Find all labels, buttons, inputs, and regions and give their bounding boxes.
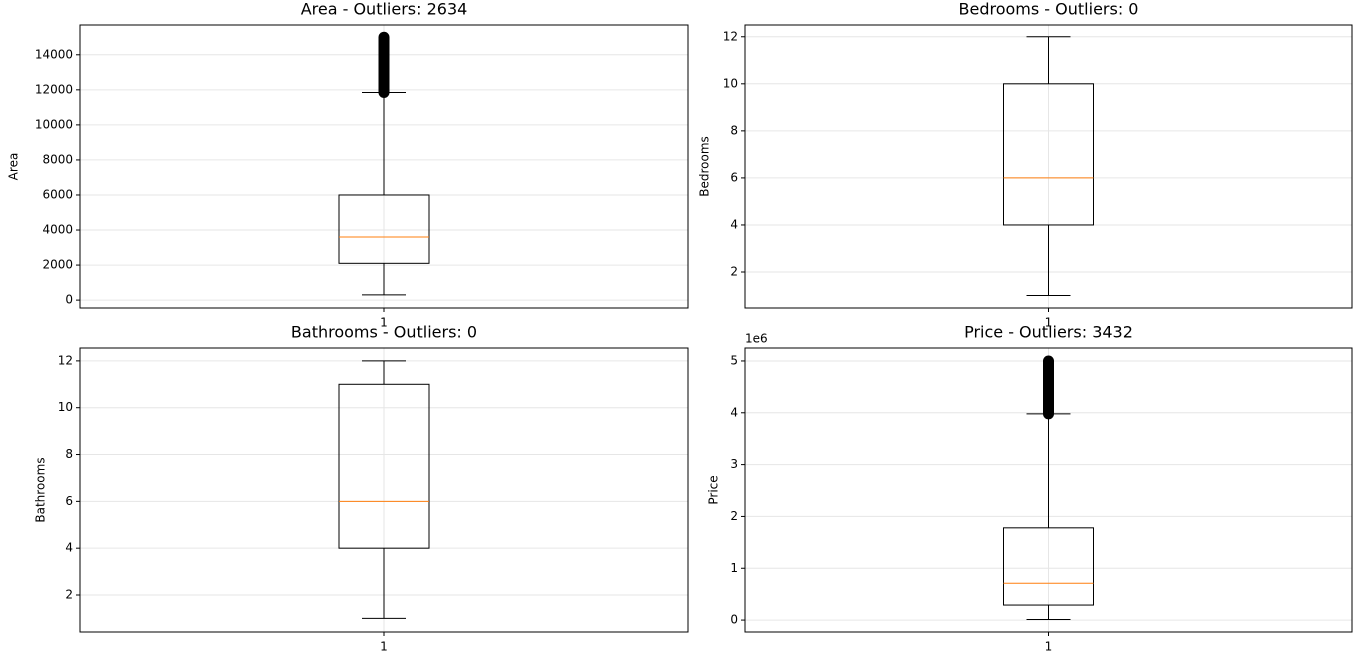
y-axis-label: Bedrooms xyxy=(698,136,712,197)
y-tick-label: 4000 xyxy=(42,223,73,237)
y-tick-label: 10 xyxy=(723,76,738,90)
y-tick-label: 4 xyxy=(65,541,73,555)
y-axis-label: Area xyxy=(7,153,21,181)
figure-title: Outlier Detection - Before Treatment xyxy=(537,0,829,3)
y-tick-label: 6 xyxy=(730,170,738,184)
y-axis-label: Bathrooms xyxy=(34,457,48,522)
y-tick-label: 10000 xyxy=(35,117,73,131)
subplot-title: Bathrooms - Outliers: 0 xyxy=(291,323,477,342)
box xyxy=(1003,83,1094,226)
box xyxy=(338,383,430,549)
y-tick-label: 3 xyxy=(730,457,738,471)
x-tick-label: 1 xyxy=(1045,640,1053,654)
y-tick-label: 12000 xyxy=(35,82,73,96)
y-tick-label: 6 xyxy=(65,494,73,508)
x-tick-label: 1 xyxy=(380,316,388,330)
box xyxy=(1003,527,1094,606)
y-tick-label: 8 xyxy=(730,123,738,137)
subplot-title: Bedrooms - Outliers: 0 xyxy=(959,0,1139,19)
x-tick-label: 1 xyxy=(380,640,388,654)
y-tick-label: 4 xyxy=(730,217,738,231)
y-axis-label: Price xyxy=(707,475,721,504)
subplot-title: Price - Outliers: 3432 xyxy=(964,323,1133,342)
y-offset-label: 1e6 xyxy=(745,332,768,346)
box xyxy=(338,194,430,264)
y-tick-label: 8000 xyxy=(42,152,73,166)
y-tick-label: 2000 xyxy=(42,258,73,272)
y-tick-label: 2 xyxy=(730,509,738,523)
y-tick-label: 8 xyxy=(65,447,73,461)
y-tick-label: 12 xyxy=(58,353,73,367)
y-tick-label: 0 xyxy=(65,293,73,307)
y-tick-label: 1 xyxy=(730,561,738,575)
y-tick-label: 2 xyxy=(65,588,73,602)
x-tick-label: 1 xyxy=(1045,316,1053,330)
y-tick-label: 5 xyxy=(730,353,738,367)
y-tick-label: 2 xyxy=(730,265,738,279)
subplot-title: Area - Outliers: 2634 xyxy=(301,0,468,19)
y-tick-label: 4 xyxy=(730,405,738,419)
y-tick-label: 0 xyxy=(730,613,738,627)
y-tick-label: 12 xyxy=(723,29,738,43)
y-tick-label: 10 xyxy=(58,400,73,414)
y-tick-label: 14000 xyxy=(35,47,73,61)
y-tick-label: 6000 xyxy=(42,187,73,201)
